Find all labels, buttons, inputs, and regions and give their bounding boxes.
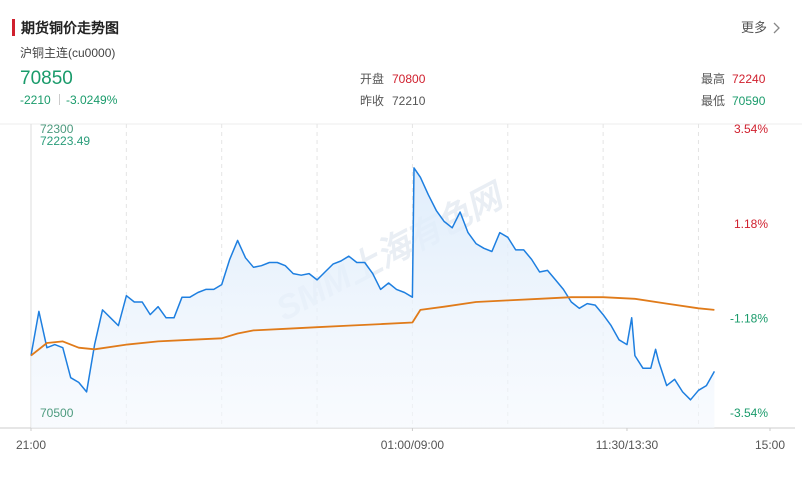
widget-title: 期货铜价走势图 xyxy=(21,20,119,36)
price-change: -2210 xyxy=(20,93,51,107)
x-tick-label: 21:00 xyxy=(16,438,46,452)
change-divider xyxy=(59,94,60,105)
x-tick-label: 11:30/13:30 xyxy=(596,438,659,452)
high-price: 72240 xyxy=(732,72,766,86)
prev-close-label: 昨收 xyxy=(360,94,385,108)
price-area xyxy=(31,167,715,428)
average-line xyxy=(30,296,715,357)
x-tick-label: 15:00 xyxy=(755,438,785,452)
more-chevron[interactable] xyxy=(772,22,782,34)
watermark: SMM上海有色网 xyxy=(270,176,512,329)
open-label: 开盘 xyxy=(360,72,385,86)
open-price: 70800 xyxy=(392,72,426,86)
y2-tick-label: 3.54% xyxy=(734,122,768,136)
y-tick-label: 72300 xyxy=(40,122,74,136)
y-note: 72223.49 xyxy=(40,134,90,148)
price-line xyxy=(30,167,716,401)
more-link[interactable]: 更多 xyxy=(741,20,768,35)
y2-tick-label: -1.18% xyxy=(730,312,768,326)
change-percent: -3.0249% xyxy=(66,93,118,107)
y2-tick-label: -3.54% xyxy=(730,406,768,420)
last-price: 70850 xyxy=(20,68,73,89)
low-price: 70590 xyxy=(732,94,766,108)
y-tick-label: 70500 xyxy=(40,406,74,420)
prev-close: 72210 xyxy=(392,94,426,108)
y2-tick-label: 1.18% xyxy=(734,217,768,231)
high-label: 最高 xyxy=(701,72,726,86)
low-label: 最低 xyxy=(701,94,726,108)
x-tick-label: 01:00/09:00 xyxy=(381,438,445,452)
contract-name: 沪铜主连(cu0000) xyxy=(20,46,116,60)
title-marker xyxy=(12,19,15,36)
